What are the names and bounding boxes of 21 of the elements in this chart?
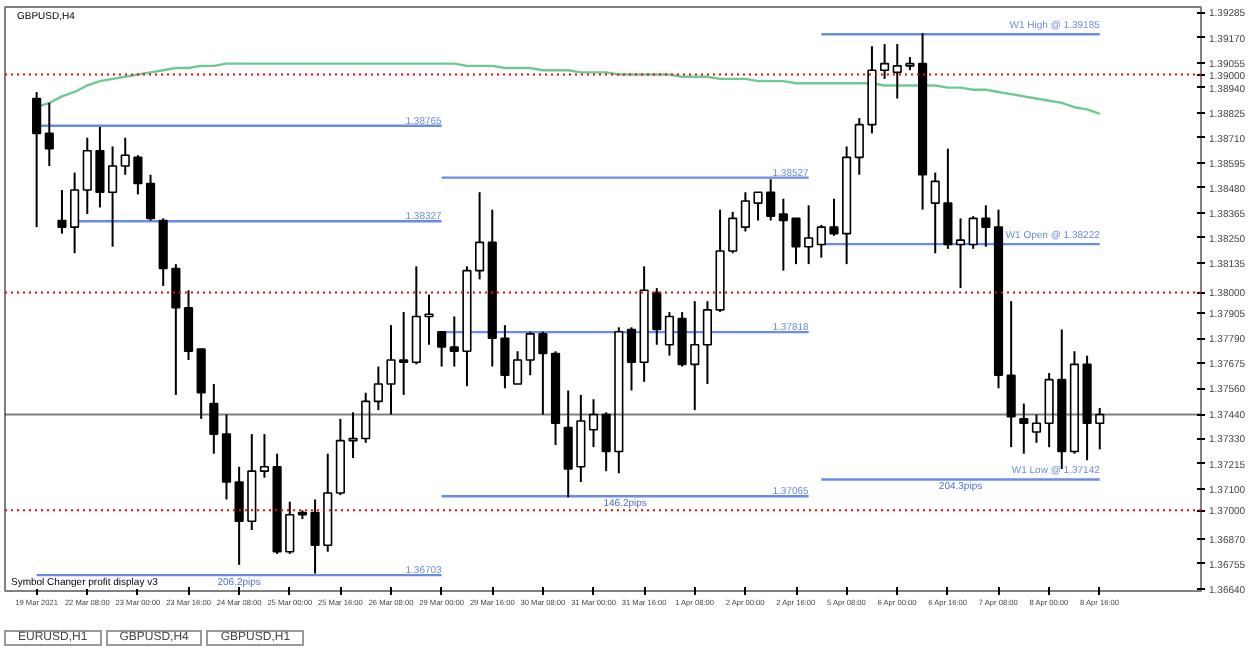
candlestick: [32, 90, 42, 229]
candlestick: [221, 413, 232, 501]
candlestick: [664, 311, 675, 357]
candlestick: [588, 398, 599, 449]
candlestick: [209, 382, 219, 455]
candlestick: [44, 101, 54, 168]
candlestick: [1006, 300, 1016, 449]
candlestick: [196, 348, 206, 420]
candlestick: [955, 217, 966, 290]
candlestick: [943, 147, 953, 250]
candlestick: [145, 173, 156, 222]
candlestick: [728, 210, 738, 255]
candlestick: [437, 330, 447, 368]
candlestick: [1019, 402, 1029, 455]
candlestick: [183, 289, 194, 362]
candlestick: [475, 191, 485, 281]
candlestick: [626, 326, 637, 392]
candlestick: [1031, 413, 1042, 444]
candlestick: [373, 365, 383, 412]
candlestick: [259, 433, 270, 479]
candlestick: [930, 171, 940, 255]
